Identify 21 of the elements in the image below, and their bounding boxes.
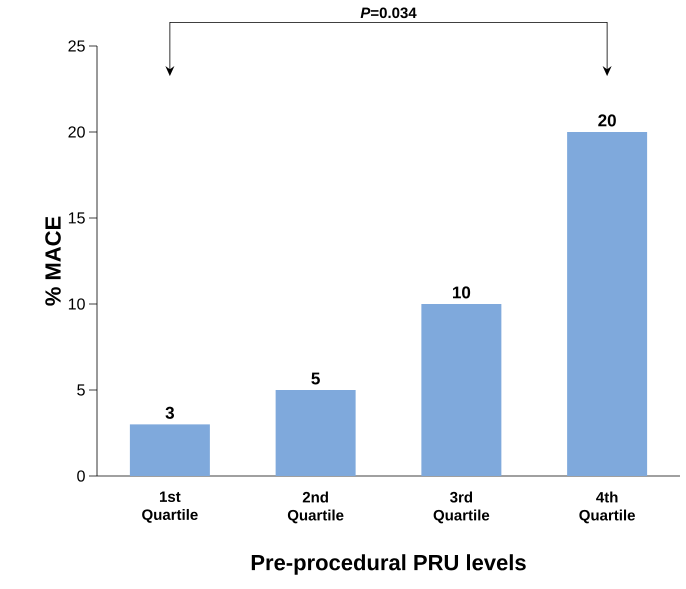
y-tick-label: 15 [68, 212, 85, 224]
data-label: 20 [598, 114, 616, 126]
bar [567, 132, 648, 476]
x-tick-label: 3rd Quartile [434, 492, 490, 524]
bar [130, 424, 210, 476]
text: P=0.034 [360, 7, 417, 18]
y-axis-title: % MACE [45, 216, 61, 306]
y-tick-label: 20 [68, 126, 85, 138]
y-tick-label: 10 [68, 298, 85, 310]
x-tick-label: 4th Quartile [579, 492, 635, 524]
y-tick-label: 5 [77, 384, 85, 396]
x-axis-title: Pre-procedural PRU levels [252, 554, 526, 575]
data-label: 5 [311, 372, 320, 384]
x-tick-label: 2nd Quartile [288, 492, 344, 524]
data-label: 10 [452, 286, 470, 298]
bar [276, 390, 356, 476]
y-tick-label: 25 [68, 40, 85, 52]
data-label: 3 [166, 406, 174, 419]
x-tick-label: 1st Quartile [142, 492, 198, 523]
bar [421, 304, 502, 476]
y-tick-label: 0 [77, 470, 85, 482]
